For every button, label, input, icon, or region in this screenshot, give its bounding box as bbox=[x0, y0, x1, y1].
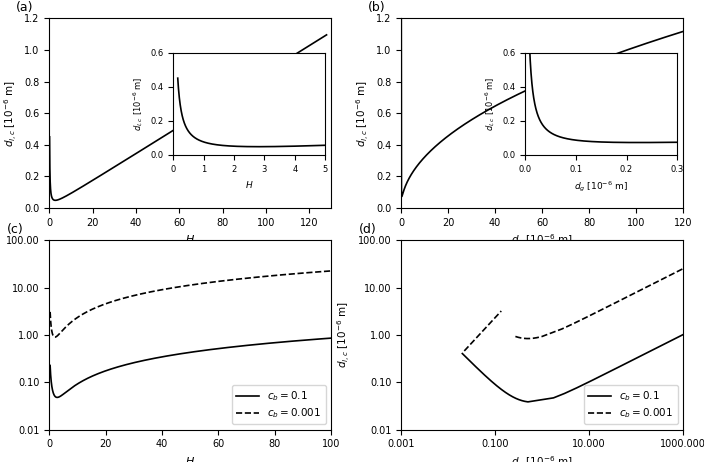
$c_b = 0.001$ bbox=[524, 336, 532, 341]
Y-axis label: $d_{l,c}$ [10$^{-6}$ m]: $d_{l,c}$ [10$^{-6}$ m] bbox=[336, 302, 353, 368]
$c_b = 0.1$ bbox=[53, 395, 61, 400]
Legend: $c_b = 0.1$, $c_b = 0.001$: $c_b = 0.1$, $c_b = 0.001$ bbox=[584, 385, 678, 425]
$c_b = 0.1$ bbox=[106, 367, 114, 372]
Text: (c): (c) bbox=[7, 223, 24, 236]
$c_b = 0.001$ bbox=[524, 336, 533, 341]
$c_b = 0.1$ bbox=[659, 342, 667, 347]
$c_b = 0.001$ bbox=[47, 327, 56, 333]
$c_b = 0.001$ bbox=[534, 334, 543, 340]
$c_b = 0.001$ bbox=[639, 286, 648, 292]
Text: (b): (b) bbox=[367, 1, 385, 14]
Line: $c_b = 0.001$: $c_b = 0.001$ bbox=[515, 269, 683, 339]
Text: (a): (a) bbox=[15, 1, 33, 14]
Line: $c_b = 0.1$: $c_b = 0.1$ bbox=[463, 334, 683, 402]
$c_b = 0.001$ bbox=[106, 299, 114, 305]
$c_b = 0.1$ bbox=[46, 363, 54, 368]
$c_b = 0.1$ bbox=[99, 369, 107, 375]
$c_b = 0.1$ bbox=[524, 399, 532, 405]
$c_b = 0.1$ bbox=[504, 392, 513, 397]
$c_b = 0.001$ bbox=[674, 268, 682, 274]
$c_b = 0.1$ bbox=[603, 370, 611, 376]
$c_b = 0.1$ bbox=[89, 372, 98, 378]
$c_b = 0.1$ bbox=[327, 335, 335, 341]
$c_b = 0.001$ bbox=[99, 302, 107, 308]
Line: $c_b = 0.1$: $c_b = 0.1$ bbox=[50, 338, 331, 397]
$c_b = 0.001$ bbox=[48, 331, 56, 336]
$c_b = 0.1$ bbox=[679, 332, 687, 337]
$c_b = 0.1$ bbox=[458, 351, 467, 356]
$c_b = 0.001$ bbox=[670, 271, 678, 276]
Y-axis label: $d_{l,c}$ [10$^{-6}$ m]: $d_{l,c}$ [10$^{-6}$ m] bbox=[1, 80, 18, 146]
$c_b = 0.001$ bbox=[679, 266, 687, 272]
Y-axis label: $d_{l,c}$ [10$^{-6}$ m]: $d_{l,c}$ [10$^{-6}$ m] bbox=[353, 80, 370, 146]
$c_b = 0.001$ bbox=[89, 306, 98, 311]
$c_b = 0.1$ bbox=[48, 386, 56, 392]
$c_b = 0.001$ bbox=[511, 334, 520, 339]
Legend: $c_b = 0.1$, $c_b = 0.001$: $c_b = 0.1$, $c_b = 0.001$ bbox=[232, 385, 326, 425]
Line: $c_b = 0.001$: $c_b = 0.001$ bbox=[50, 271, 331, 337]
$c_b = 0.001$ bbox=[327, 268, 335, 274]
$c_b = 0.1$ bbox=[47, 382, 56, 387]
$c_b = 0.001$ bbox=[51, 334, 59, 340]
X-axis label: $d_g$ [10$^{-6}$ m]: $d_g$ [10$^{-6}$ m] bbox=[511, 455, 573, 462]
$c_b = 0.001$ bbox=[46, 309, 54, 315]
$c_b = 0.001$ bbox=[149, 288, 158, 294]
$c_b = 0.001$ bbox=[667, 272, 676, 277]
X-axis label: $H$: $H$ bbox=[185, 233, 195, 245]
X-axis label: $H$: $H$ bbox=[185, 455, 195, 462]
$c_b = 0.1$ bbox=[676, 334, 684, 339]
$c_b = 0.1$ bbox=[522, 399, 530, 404]
$c_b = 0.1$ bbox=[471, 364, 479, 369]
Text: (d): (d) bbox=[359, 223, 377, 236]
X-axis label: $d_g$ [10$^{-6}$ m]: $d_g$ [10$^{-6}$ m] bbox=[511, 233, 573, 249]
$c_b = 0.1$ bbox=[149, 356, 158, 361]
